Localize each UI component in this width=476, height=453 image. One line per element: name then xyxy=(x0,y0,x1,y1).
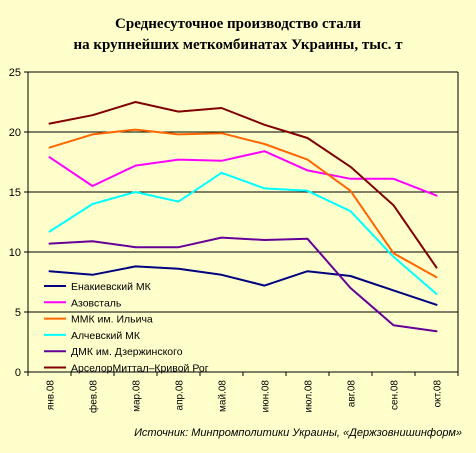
legend-label-5: ДМК им. Дзержинского xyxy=(71,346,183,358)
x-tick-label: апр.08 xyxy=(175,380,186,411)
series-line-6 xyxy=(48,101,438,269)
series-line-2 xyxy=(48,150,438,197)
series-line-3 xyxy=(48,128,438,279)
y-tick-label-10: 10 xyxy=(9,247,21,259)
plot-area xyxy=(28,72,458,372)
y-tick-label-15: 15 xyxy=(9,187,21,199)
y-tick-label-0: 0 xyxy=(15,367,21,379)
series-line-1 xyxy=(48,265,438,306)
legend-label-1: Енакиевский МК xyxy=(71,281,152,293)
x-tick-label: май.08 xyxy=(218,380,229,412)
legend-label-4: Алчевский МК xyxy=(71,330,141,342)
y-tick-label-5: 5 xyxy=(15,307,21,319)
x-tick-label: авг.08 xyxy=(347,380,358,408)
x-tick-label: июн.08 xyxy=(261,380,272,413)
x-tick-label: янв.08 xyxy=(46,380,57,411)
y-tick-label-20: 20 xyxy=(9,127,21,139)
legend-label-2: Азовсталь xyxy=(71,297,122,309)
chart-title: Среднесуточное производство стали xyxy=(115,16,361,32)
chart-title-block: Среднесуточное производство стали на кру… xyxy=(0,14,476,56)
series-line-4 xyxy=(48,171,438,295)
legend-label-3: ММК им. Ильича xyxy=(71,314,153,326)
x-tick-label: сен.08 xyxy=(390,380,401,410)
series-line-5 xyxy=(48,236,438,333)
chart-source: Источник: Минпромполитики Украины, «Держ… xyxy=(134,427,462,439)
x-tick-label: мар.08 xyxy=(132,380,143,412)
x-tick-label: июл.08 xyxy=(304,380,315,413)
y-tick-label-25: 25 xyxy=(9,67,21,79)
chart-subtitle: на крупнейших меткомбинатах Украины, тыс… xyxy=(73,37,403,53)
legend-label-6: АрселорМиттал–Кривой Рог xyxy=(71,363,209,375)
x-tick-label: фев.08 xyxy=(88,380,100,413)
x-tick-label: окт.08 xyxy=(433,380,444,408)
